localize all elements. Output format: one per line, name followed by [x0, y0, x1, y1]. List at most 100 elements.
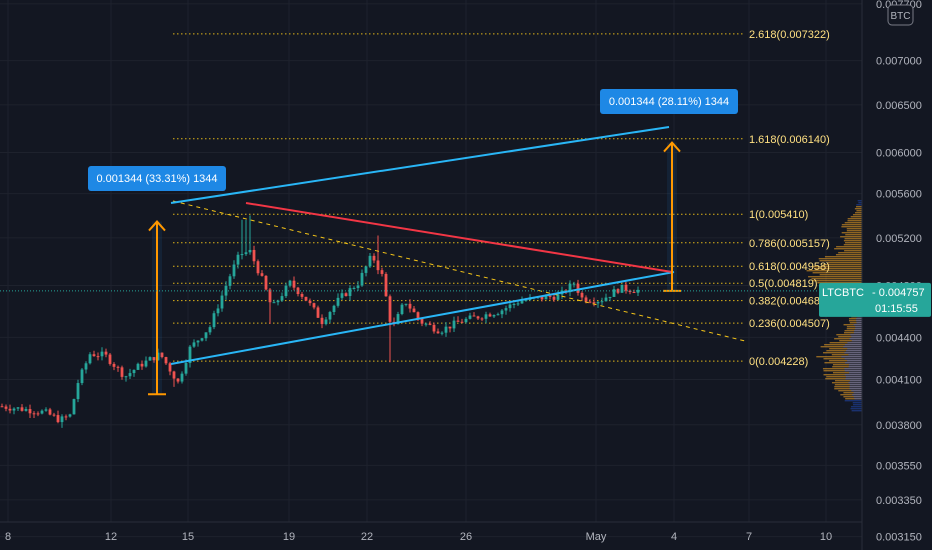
- candle-body: [300, 294, 304, 297]
- candle-body: [280, 296, 284, 301]
- currency-badge[interactable]: BTC: [887, 4, 914, 26]
- candle-body: [396, 314, 400, 325]
- candle-body: [112, 363, 116, 367]
- volume-profile-bar: [814, 268, 862, 270]
- volume-profile-bar-sell: [853, 324, 862, 326]
- volume-profile-bar-sell: [851, 340, 862, 342]
- volume-profile-bar: [834, 248, 862, 250]
- triangle-upper-line: [245, 202, 673, 273]
- volume-profile-bar-sell: [847, 348, 862, 350]
- candle-body: [612, 289, 616, 297]
- candle-body: [432, 324, 436, 332]
- volume-profile-bar: [831, 354, 862, 356]
- candle-body: [40, 410, 44, 414]
- candle-body: [472, 315, 476, 317]
- volume-profile-bar: [829, 360, 862, 362]
- volume-profile-bar-sell: [852, 394, 862, 396]
- volume-profile-bar-sell: [841, 356, 862, 358]
- volume-profile-bar: [838, 390, 862, 392]
- candle-body: [260, 273, 264, 276]
- measure-arrow-head: [148, 220, 166, 232]
- trend-lines[interactable]: [170, 126, 746, 365]
- volume-profile-bar: [856, 206, 862, 208]
- candle-body: [496, 314, 500, 316]
- candle-body: [524, 299, 528, 301]
- volume-profile-bar: [847, 220, 862, 222]
- candle-body: [444, 326, 448, 333]
- measure-tools[interactable]: [148, 141, 681, 396]
- candle-body: [548, 295, 552, 297]
- candle-body: [516, 303, 520, 305]
- volume-profile-bar: [840, 394, 862, 396]
- candle-body: [52, 414, 56, 416]
- candle-body: [420, 318, 424, 324]
- volume-profile-bar: [818, 258, 862, 260]
- y-axis-tick-label: 0.004400: [876, 332, 922, 344]
- candle-body: [72, 399, 76, 415]
- candle-body: [400, 304, 404, 315]
- volume-profile-bar-sell: [849, 338, 862, 340]
- candle-body: [284, 285, 288, 297]
- volume-profile-bar-sell: [850, 334, 862, 336]
- volume-profile-bar: [819, 274, 862, 276]
- x-axis-tick-label: 26: [460, 531, 472, 543]
- volume-profile-bar: [834, 386, 862, 388]
- candle-body: [504, 308, 508, 311]
- candle-body: [264, 275, 268, 290]
- volume-profile-bar-sell: [848, 366, 862, 368]
- x-axis: 8 12 15 19 22 26 May 4 7 10: [0, 521, 862, 543]
- candle-body: [188, 346, 192, 364]
- candle-body: [632, 292, 636, 294]
- volume-profile-bar-sell: [847, 342, 862, 344]
- volume-profile-bar: [822, 368, 862, 370]
- candle-body: [236, 254, 240, 265]
- grid: [0, 0, 862, 538]
- candle-body: [492, 315, 496, 317]
- candle-body: [344, 293, 348, 297]
- candle-body: [56, 415, 60, 423]
- candle-body: [224, 285, 228, 296]
- candle-body: [240, 254, 244, 256]
- volume-profile-bar-sell: [848, 372, 862, 374]
- volume-profile-bar: [838, 336, 862, 338]
- candle-body: [476, 316, 480, 319]
- volume-profile-bar: [819, 260, 862, 262]
- candle-body: [212, 313, 216, 328]
- volume-profile-bar: [848, 320, 862, 322]
- y-axis-tick-label: 0.003150: [876, 532, 922, 544]
- candle-body: [328, 312, 332, 320]
- candle-body: [316, 307, 320, 318]
- volume-profile-bar: [834, 338, 862, 340]
- candle-body: [204, 332, 208, 339]
- measure-callouts[interactable]: 0.001344 (33.31%) 1344 0.001344 (28.11%) …: [88, 89, 738, 191]
- fib-level-label: 0.382(0.00468: [749, 296, 820, 308]
- candle-body: [592, 302, 596, 304]
- candle-body: [252, 249, 256, 262]
- symbol-price-tag[interactable]: LTCBTC - 0.004757 01:15:55: [0, 282, 931, 317]
- candle-body: [636, 289, 640, 293]
- volume-profile-bar: [851, 406, 862, 408]
- y-axis: 0.0077000.0070000.0065000.0060000.005600…: [861, 0, 922, 550]
- fibonacci-retracement[interactable]: 2.618(0.007322) 1.618(0.006140) 1(0.005410…: [173, 29, 830, 368]
- candle-body: [588, 301, 592, 303]
- volume-profile-bar: [841, 232, 862, 234]
- candle-body: [48, 409, 52, 415]
- volume-profile-bar: [840, 236, 862, 238]
- volume-profile-bar: [826, 350, 862, 352]
- fib-level-label: 0.786(0.005157): [749, 238, 830, 250]
- volume-profile-bar: [843, 396, 862, 398]
- candle-body: [540, 296, 544, 300]
- volume-profile-bar-sell: [845, 362, 862, 364]
- candle-body: [452, 320, 456, 329]
- volume-profile-bar: [845, 398, 862, 400]
- volume-profile-bar: [820, 346, 862, 348]
- candle-body: [556, 294, 560, 300]
- candle-body: [488, 314, 492, 317]
- volume-profile-bar: [849, 322, 862, 324]
- candle-body: [572, 283, 576, 285]
- volume-profile-bar: [844, 250, 862, 252]
- x-axis-tick-label: 10: [820, 531, 832, 543]
- volume-profile-bar: [838, 252, 862, 254]
- fib-level-label: 1(0.005410): [749, 209, 808, 221]
